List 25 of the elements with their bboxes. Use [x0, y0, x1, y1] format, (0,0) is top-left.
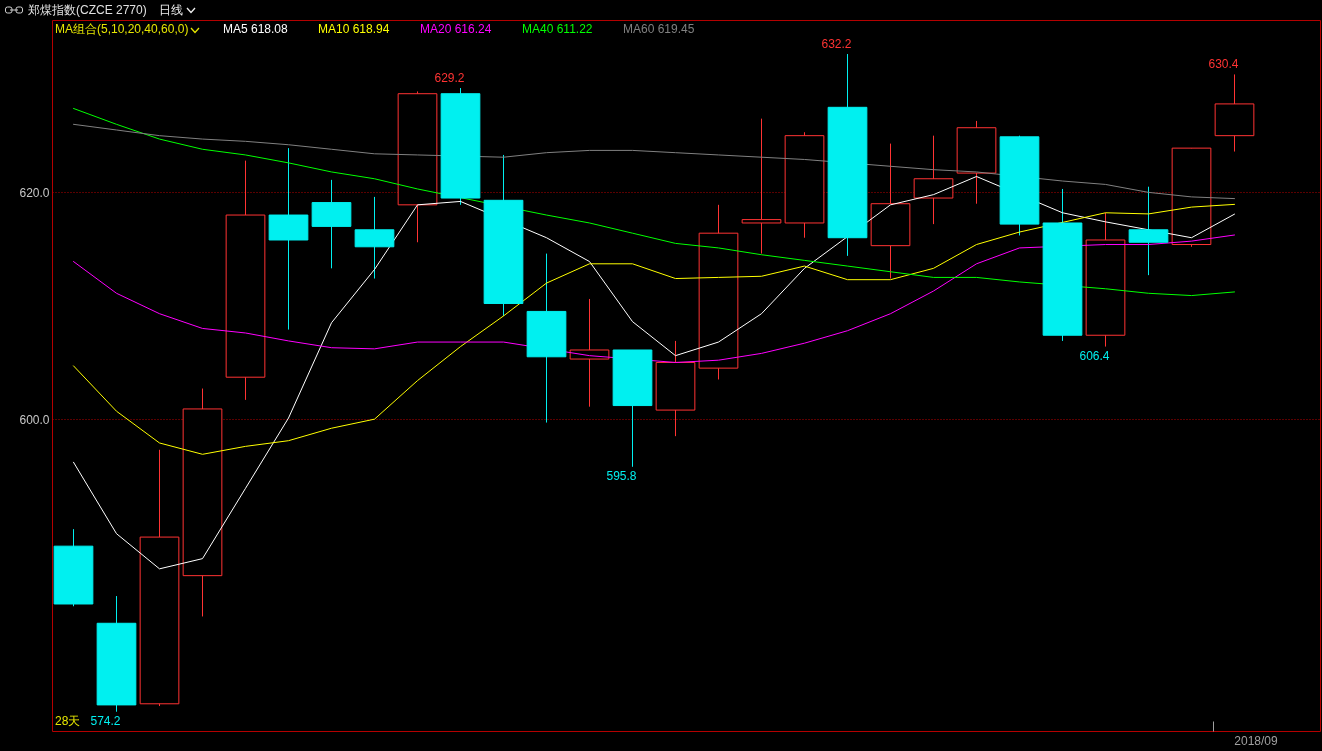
- line-series: [73, 203, 1235, 455]
- text: MA60 619.45: [623, 22, 695, 36]
- text: 574.2: [90, 713, 121, 728]
- line-series: [73, 123, 1235, 200]
- legend-title: MA组合(5,10,20,40,60,0): [55, 22, 189, 36]
- y-tick-label: 620.0: [19, 185, 50, 200]
- text: MA40 611.22: [522, 22, 593, 36]
- chart-title: 郑煤指数(CZCE 2770): [28, 1, 147, 19]
- annotation: 28天: [55, 714, 81, 728]
- text: 632.2: [821, 37, 852, 52]
- text: 629.2: [434, 71, 465, 86]
- text: 606.4: [1079, 348, 1110, 363]
- chart-subtitle: 日线: [158, 1, 183, 19]
- text: 595.8: [606, 468, 637, 483]
- text: MA5 618.08: [223, 22, 289, 36]
- candlestick: [741, 118, 782, 255]
- x-tick-label: 2018/09: [1234, 733, 1279, 748]
- line-series: [73, 107, 1235, 297]
- candlestick: [1128, 186, 1169, 276]
- line-series: [73, 234, 1235, 363]
- line-series: [73, 175, 1235, 570]
- text: MA20 616.24: [420, 22, 492, 36]
- y-tick-label: 600.0: [19, 412, 50, 427]
- text: MA10 618.94: [318, 22, 390, 36]
- text: 630.4: [1208, 57, 1239, 72]
